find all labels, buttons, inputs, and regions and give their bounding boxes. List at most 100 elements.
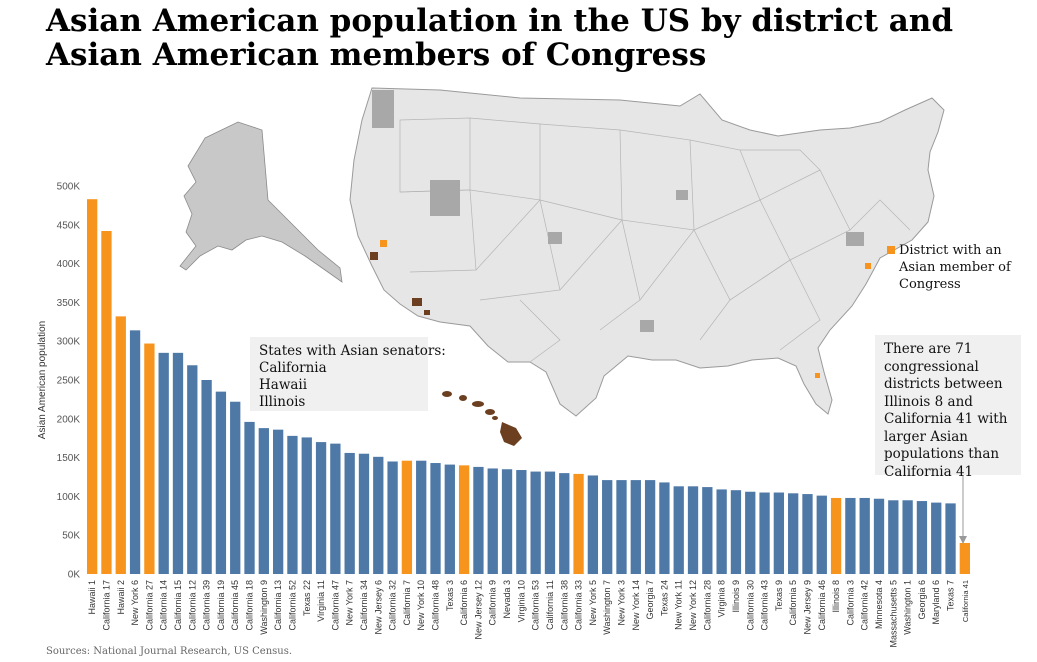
x-tick-label: New York 14 <box>631 580 641 631</box>
senator-state-illinois: Illinois <box>259 394 306 410</box>
bar-washington-1 <box>902 500 913 574</box>
senators-annotation: States with Asian senators: California H… <box>250 337 446 411</box>
x-tick-label: New York 10 <box>416 580 426 631</box>
x-tick-label: Virginia 8 <box>717 580 727 617</box>
bar-new-york-7 <box>344 452 355 574</box>
x-tick-label: California 28 <box>702 580 712 631</box>
x-tick-label: California 13 <box>273 580 283 631</box>
bar-virginia-10 <box>516 470 527 574</box>
senators-heading: States with Asian senators: <box>259 343 446 359</box>
bar-california-52 <box>287 435 298 574</box>
x-tick-label: California 6 <box>459 580 469 626</box>
bar-california-19 <box>215 391 227 574</box>
bar-massachusetts-5 <box>888 500 899 574</box>
x-tick-label: Nevada 3 <box>502 580 512 619</box>
bar-new-york-11 <box>673 486 684 574</box>
x-tick-label: California 43 <box>760 580 770 631</box>
bar-california-46 <box>816 495 827 574</box>
bar-new-york-12 <box>687 486 699 574</box>
bar-california-38 <box>559 473 570 574</box>
bar-california-18 <box>244 421 255 574</box>
bar-washington-7 <box>602 480 613 574</box>
bar-hawaii-1 <box>87 199 98 574</box>
y-tick-label: 150K <box>57 453 81 464</box>
x-tick-label: California 47 <box>330 580 340 631</box>
source-note: Sources: National Journal Research, US C… <box>46 646 293 657</box>
x-tick-label: California 46 <box>817 580 827 631</box>
bar-california-43 <box>759 492 770 574</box>
bar-georgia-7 <box>644 480 656 574</box>
map-asian-member-districts <box>380 240 871 378</box>
chart-title: Asian American population in the US by d… <box>46 3 954 73</box>
y-tick-label: 100K <box>57 492 81 503</box>
bar-california-42 <box>859 497 870 574</box>
x-tick-label: Washington 9 <box>259 580 269 635</box>
bar-california-30 <box>745 491 756 574</box>
bar-california-11 <box>544 471 556 574</box>
bar-california-39 <box>201 380 212 574</box>
bar-california-34 <box>358 453 370 574</box>
x-tick-label: California 7 <box>402 580 412 626</box>
x-tick-label: California 17 <box>101 580 111 631</box>
x-tick-label: Hawaii 2 <box>116 580 126 615</box>
bar-series <box>87 199 970 574</box>
x-tick-label: California 53 <box>531 580 541 631</box>
x-tick-label: California 52 <box>287 580 297 631</box>
x-tick-label: Illinois 9 <box>731 580 741 613</box>
bar-texas-7 <box>945 503 956 574</box>
bar-virginia-8 <box>716 489 727 574</box>
x-tick-label: California 19 <box>216 580 226 631</box>
note-arrow <box>959 476 967 544</box>
y-tick-label: 200K <box>57 414 81 425</box>
map-shaded-districts <box>372 90 864 332</box>
x-tick-label: Maryland 6 <box>931 580 941 625</box>
x-tick-label: California 14 <box>159 580 169 631</box>
x-tick-label: California 48 <box>431 580 441 631</box>
x-tick-label: California 33 <box>574 580 584 631</box>
x-tick-label: Hawaii 1 <box>87 580 97 615</box>
bar-california-53 <box>530 471 541 574</box>
x-tick-label: California 11 <box>545 580 555 630</box>
bar-maryland-6 <box>931 502 942 574</box>
x-tick-label: California 38 <box>559 580 569 631</box>
x-tick-label: Washington 7 <box>602 580 612 635</box>
bar-california-47 <box>330 443 341 574</box>
bar-texas-22 <box>301 437 312 574</box>
x-tick-label: New Jersey 9 <box>802 580 812 635</box>
bar-california-48 <box>430 463 441 574</box>
bar-illinois-8 <box>830 497 842 574</box>
x-tick-label: California 27 <box>144 580 154 631</box>
bar-nevada-3 <box>501 469 513 574</box>
bar-california-13 <box>272 429 284 574</box>
y-tick-label: 0K <box>68 570 81 581</box>
bar-california-12 <box>187 365 198 574</box>
map-highlight-districts <box>370 252 430 315</box>
x-tick-label: New Jersey 6 <box>373 580 383 635</box>
x-tick-label: California 5 <box>788 580 798 626</box>
x-tick-label: California 32 <box>388 580 398 631</box>
bar-california-28 <box>702 487 713 574</box>
bar-new-york-6 <box>129 330 141 574</box>
bar-georgia-6 <box>916 501 928 574</box>
x-tick-label: New York 5 <box>588 580 598 626</box>
x-tick-label: Texas 24 <box>659 580 669 616</box>
x-tick-label: New York 7 <box>345 580 355 626</box>
x-tick-label: California 9 <box>488 580 498 626</box>
x-tick-label: Texas 3 <box>445 580 455 611</box>
x-tick-label: Georgia 6 <box>917 580 927 620</box>
x-tick-label: California 18 <box>245 580 255 631</box>
y-tick-label: 450K <box>57 220 81 231</box>
x-tick-label: California 39 <box>202 580 212 631</box>
x-tick-label: New York 12 <box>688 580 698 631</box>
x-tick-label: New Jersey 12 <box>473 580 483 640</box>
bar-texas-9 <box>773 492 785 574</box>
note-text: There are 71 congressional districts bet… <box>884 341 1008 480</box>
y-tick-label: 300K <box>57 337 81 348</box>
x-tick-label: California 12 <box>187 580 197 631</box>
legend: District with an Asian member of Congres… <box>887 242 1029 293</box>
bar-washington-9 <box>258 428 269 574</box>
senator-state-california: California <box>259 360 327 376</box>
bar-california-15 <box>172 352 184 574</box>
bar-minnesota-4 <box>873 498 885 574</box>
